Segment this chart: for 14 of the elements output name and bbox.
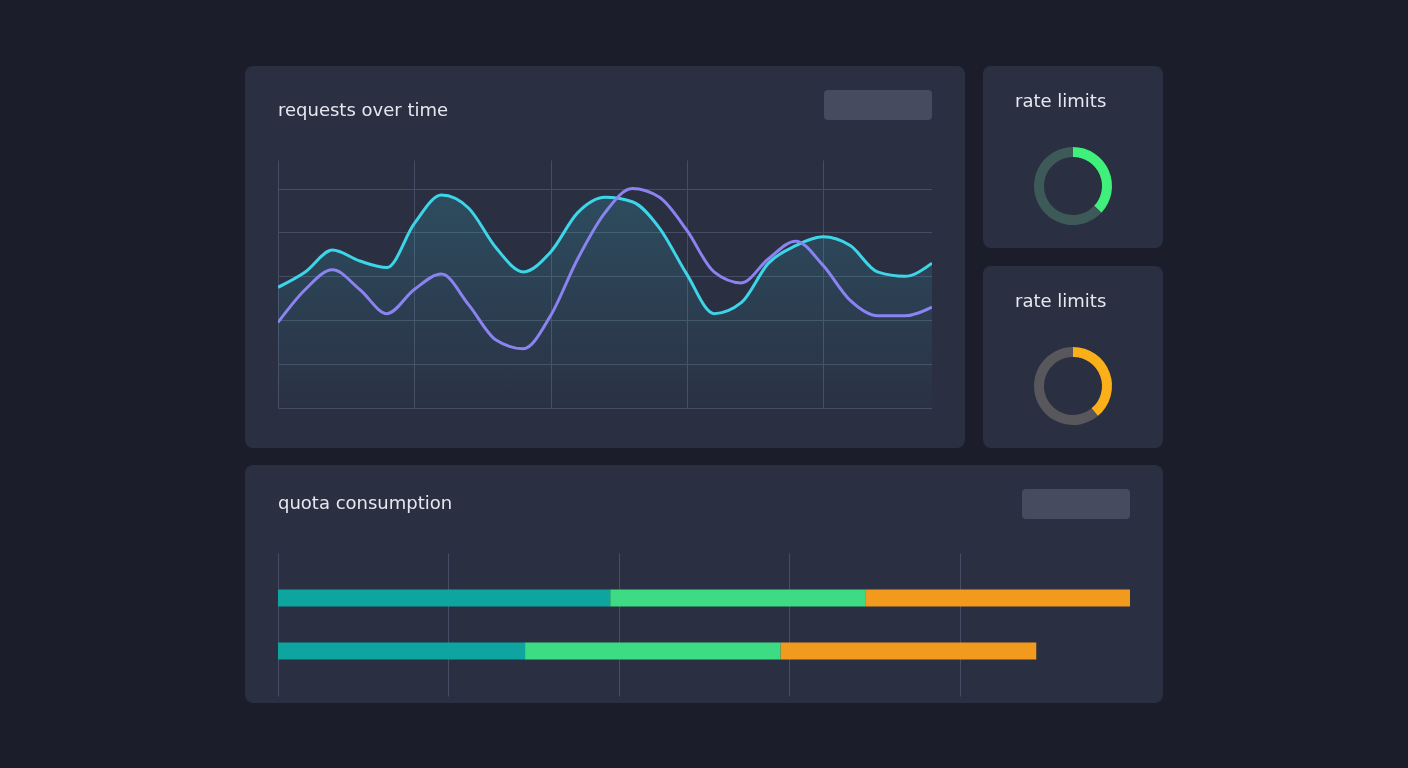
bar: [525, 642, 781, 660]
chart-title: quota consumption: [278, 492, 453, 513]
bar: [780, 642, 1037, 660]
bar: [610, 589, 866, 607]
donut-slice: [1034, 147, 1102, 225]
chart-title: requests over time: [278, 99, 449, 120]
bar: [278, 642, 526, 660]
chart-title: rate limits: [1015, 290, 1107, 311]
donut-slice: [1034, 347, 1098, 425]
donut-slice: [1073, 147, 1112, 213]
bar: [278, 589, 611, 607]
chart-title: rate limits: [1015, 90, 1107, 111]
donut-slice: [1073, 347, 1112, 417]
bar: [865, 589, 1130, 607]
